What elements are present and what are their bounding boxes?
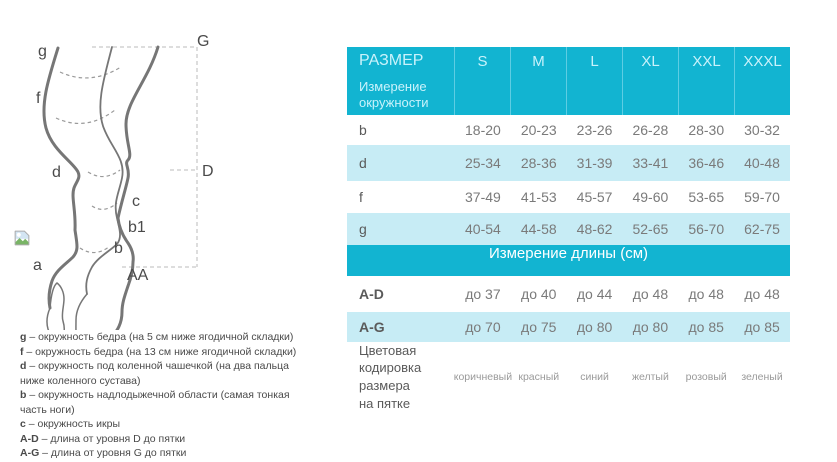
svg-text:AA: AA (127, 267, 149, 284)
svg-text:D: D (202, 163, 214, 180)
svg-text:d: d (52, 164, 61, 181)
svg-text:f: f (36, 90, 41, 107)
svg-text:b: b (114, 240, 123, 257)
svg-text:a: a (33, 257, 42, 274)
svg-text:G: G (197, 33, 209, 50)
svg-text:b1: b1 (128, 219, 146, 236)
svg-text:c: c (132, 193, 140, 210)
svg-text:g: g (38, 43, 47, 60)
